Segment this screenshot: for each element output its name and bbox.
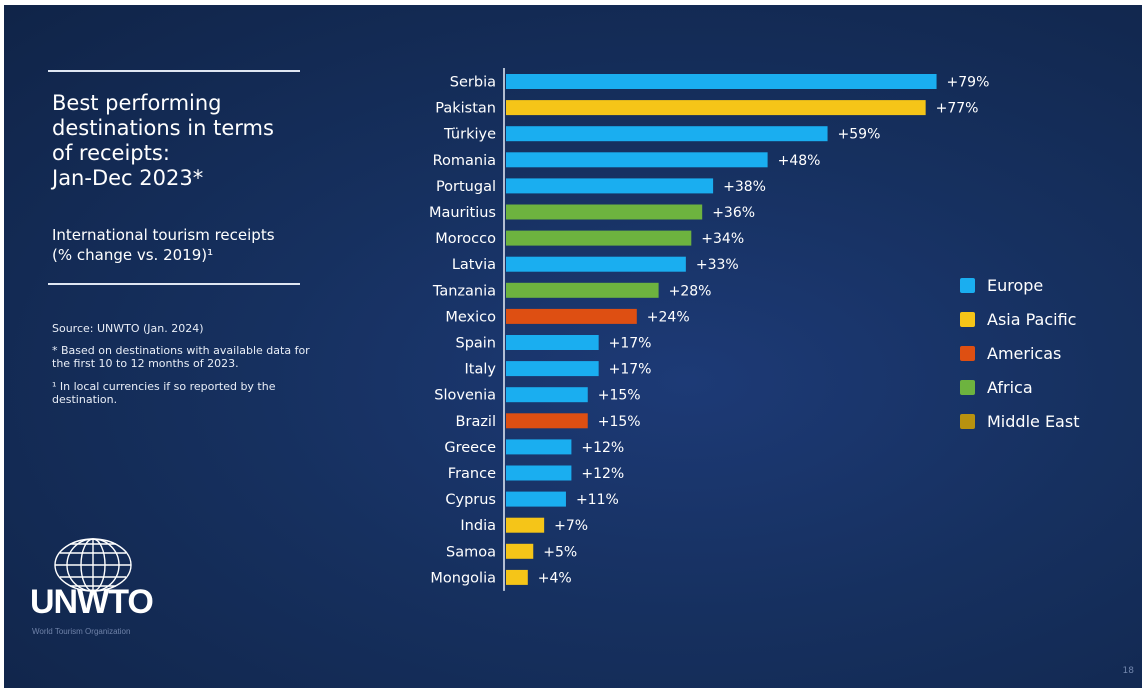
bar — [506, 465, 572, 481]
globe-icon — [54, 538, 132, 592]
data-label: +17% — [609, 336, 652, 352]
footnote-one: ¹ In local currencies if so reported by … — [52, 380, 276, 406]
category-label: Slovenia — [434, 388, 496, 404]
chart-title: Best performing destinations in terms of… — [52, 91, 274, 190]
bar — [506, 361, 599, 377]
bar — [506, 543, 534, 559]
category-label: France — [448, 466, 496, 482]
bar — [506, 569, 528, 585]
data-label: +38% — [723, 179, 766, 195]
data-label: +24% — [647, 309, 690, 325]
category-label: Morocco — [435, 231, 496, 247]
category-label: Pakistan — [435, 101, 496, 117]
data-label: +77% — [936, 101, 979, 117]
data-label: +4% — [538, 570, 572, 586]
legend-label: Africa — [987, 377, 1033, 397]
category-label: Tanzania — [432, 283, 496, 299]
bar — [506, 152, 768, 168]
bar — [506, 204, 703, 220]
category-label: Latvia — [452, 257, 496, 273]
data-label: +12% — [581, 466, 624, 482]
data-label: +7% — [554, 518, 588, 534]
legend-item: Americas — [960, 336, 1079, 370]
footnote-asterisk: * Based on destinations with available d… — [52, 344, 310, 370]
category-label: India — [460, 518, 496, 534]
bar — [506, 308, 637, 324]
bar — [506, 100, 926, 116]
data-label: +34% — [701, 231, 744, 247]
data-label: +36% — [712, 205, 755, 221]
bar — [506, 517, 545, 533]
logo-subtext: World Tourism Organization — [32, 627, 131, 636]
bottom-divider — [48, 283, 300, 285]
legend-label: Americas — [987, 343, 1062, 363]
bar — [506, 178, 714, 194]
bar — [506, 413, 588, 429]
legend-label: Asia Pacific — [987, 309, 1077, 329]
legend-swatch — [960, 277, 975, 293]
category-label: Mexico — [445, 309, 496, 325]
data-label: +79% — [947, 75, 990, 91]
bar — [506, 282, 659, 298]
top-divider — [48, 70, 300, 72]
data-label: +17% — [609, 362, 652, 378]
legend-item: Asia Pacific — [960, 302, 1079, 336]
bar — [506, 387, 588, 403]
bar — [506, 439, 572, 455]
data-label: +12% — [581, 440, 624, 456]
bar — [506, 74, 937, 89]
legend-swatch — [960, 345, 975, 361]
data-label: +33% — [696, 257, 739, 273]
legend-label: Middle East — [987, 411, 1080, 431]
legend-swatch — [960, 379, 975, 395]
legend-item: Africa — [960, 370, 1079, 404]
logo-text: UNWTO — [30, 583, 154, 621]
page-number: 18 — [1122, 666, 1134, 676]
slide: Best performing destinations in terms of… — [4, 5, 1142, 688]
bar — [506, 256, 686, 272]
source-note: Source: UNWTO (Jan. 2024) — [52, 322, 204, 335]
bar — [506, 230, 692, 246]
chart-subtitle: International tourism receipts (% change… — [52, 226, 275, 264]
bar-chart: Serbia +79% Pakistan +77% Türkiye +59% Romania… — [429, 68, 990, 591]
bar — [506, 126, 828, 142]
legend-swatch — [960, 311, 975, 327]
legend-item: Europe — [960, 268, 1079, 302]
category-label: Greece — [444, 440, 496, 456]
legend-swatch — [960, 413, 975, 429]
category-label: Portugal — [436, 179, 496, 195]
data-label: +5% — [543, 544, 577, 560]
data-label: +48% — [778, 153, 821, 169]
data-label: +15% — [598, 414, 641, 430]
data-label: +15% — [598, 388, 641, 404]
bar — [506, 335, 599, 350]
data-label: +11% — [576, 492, 619, 508]
bar — [506, 491, 566, 507]
legend-label: Europe — [987, 275, 1044, 295]
category-label: Mauritius — [429, 205, 496, 221]
data-label: +59% — [838, 127, 881, 143]
category-label: Brazil — [456, 414, 496, 430]
category-label: Türkiye — [443, 127, 496, 143]
legend: Europe Asia Pacific Americas Africa Middle E… — [960, 268, 1079, 438]
category-label: Serbia — [450, 75, 496, 91]
category-label: Cyprus — [445, 492, 496, 508]
category-label: Romania — [433, 153, 496, 169]
category-label: Samoa — [446, 544, 496, 560]
category-label: Spain — [455, 336, 496, 352]
legend-item: Middle East — [960, 404, 1079, 438]
category-label: Mongolia — [430, 570, 496, 586]
data-label: +28% — [669, 283, 712, 299]
category-label: Italy — [465, 362, 497, 378]
